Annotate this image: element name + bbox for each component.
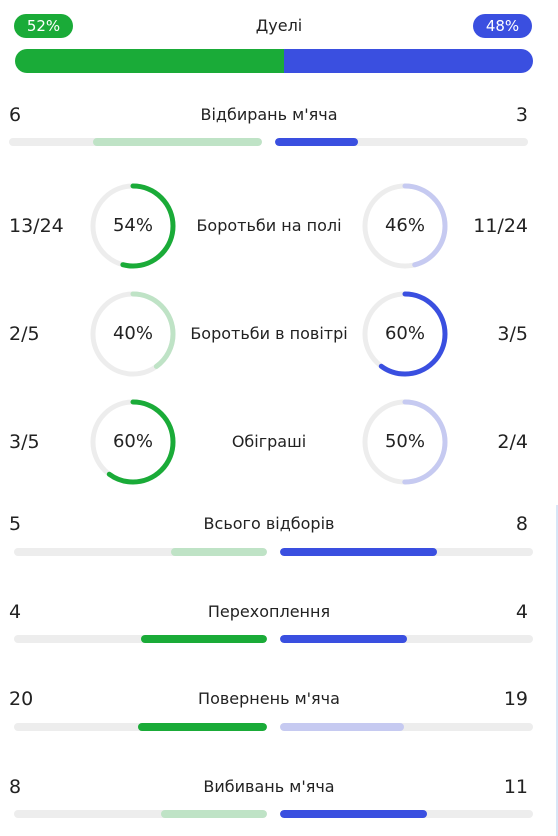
scroll-edge-line <box>556 505 558 836</box>
away-duels-pct-badge: 48% <box>473 14 532 38</box>
home-value: 8 <box>9 776 22 798</box>
home-bar-fill <box>170 548 267 556</box>
away-ring: 46% <box>360 181 450 271</box>
away-value: 11/24 <box>473 215 528 237</box>
home-ring-pct: 60% <box>112 431 153 452</box>
away-ring-pct: 50% <box>384 431 425 452</box>
away-ring-arc <box>362 291 448 377</box>
away-bar-fill <box>280 548 437 556</box>
home-ring-pct: 54% <box>112 215 153 236</box>
away-value: 4 <box>515 601 528 623</box>
home-bar-fill <box>137 723 267 731</box>
home-value: 3/5 <box>9 431 40 453</box>
away-ring-chart <box>362 183 448 269</box>
away-bar-fill <box>280 723 404 731</box>
away-ring-pct: 60% <box>384 323 425 344</box>
home-value: 20 <box>9 688 34 710</box>
home-ring-pct: 40% <box>112 323 153 344</box>
away-bar-track <box>280 810 533 818</box>
away-ring-arc <box>362 183 448 269</box>
home-ring-arc <box>90 399 176 485</box>
away-ring: 60% <box>360 289 450 379</box>
away-bar-fill <box>275 138 359 146</box>
stat-row-aerial-duels: 2/5 40% Боротьби в повітрі 60% 3/5 <box>0 289 558 379</box>
home-bar-track <box>9 138 262 146</box>
away-value: 19 <box>503 688 528 710</box>
home-bar-fill <box>140 635 267 643</box>
home-ring-chart <box>90 399 176 485</box>
home-value: 5 <box>9 513 22 535</box>
home-bar-track <box>14 635 267 643</box>
stat-row-interceptions: 4 Перехоплення 4 <box>0 600 558 646</box>
stat-label: Обіграші <box>231 432 307 451</box>
stat-label: Вибивань м'яча <box>203 777 335 796</box>
away-value: 3/5 <box>497 323 528 345</box>
home-bar-fill <box>160 810 267 818</box>
stat-label: Боротьби на полі <box>196 216 342 235</box>
duels-split-bar <box>15 49 533 73</box>
home-ring-chart <box>90 291 176 377</box>
away-ring-chart <box>362 399 448 485</box>
home-value: 13/24 <box>9 215 64 237</box>
stat-row-dribbles: 3/5 60% Обіграші 50% 2/4 <box>0 397 558 487</box>
away-ring-chart <box>362 291 448 377</box>
away-bar-fill <box>280 635 407 643</box>
duels-title: Дуелі <box>255 16 303 35</box>
stat-row-recoveries: 20 Повернень м'яча 19 <box>0 687 558 733</box>
away-bar-track <box>280 635 533 643</box>
away-value: 3 <box>515 104 528 126</box>
away-value: 8 <box>515 513 528 535</box>
home-bar-track <box>14 548 267 556</box>
away-bar-track <box>280 548 533 556</box>
home-bar-track <box>14 723 267 731</box>
stat-row-ball-recoveries-won: 6 Відбирань м'яча 3 <box>0 103 558 147</box>
home-value: 2/5 <box>9 323 40 345</box>
home-ring: 54% <box>88 181 178 271</box>
stat-row-ground-duels: 13/24 54% Боротьби на полі 46% 11/24 <box>0 181 558 271</box>
away-value: 11 <box>503 776 528 798</box>
away-ring: 50% <box>360 397 450 487</box>
away-bar-track <box>275 138 528 146</box>
home-ring: 60% <box>88 397 178 487</box>
home-duels-pct-badge: 52% <box>14 14 73 38</box>
stat-label: Боротьби в повітрі <box>190 324 348 343</box>
home-ring: 40% <box>88 289 178 379</box>
stat-label: Відбирань м'яча <box>200 105 338 124</box>
home-value: 6 <box>9 104 22 126</box>
away-bar-track <box>280 723 533 731</box>
home-value: 4 <box>9 601 22 623</box>
home-ring-arc <box>90 183 176 269</box>
stat-label: Повернень м'яча <box>198 689 340 708</box>
duels-away-segment <box>284 49 533 73</box>
stat-row-total-tackles: 5 Всього відборів 8 <box>0 512 558 558</box>
away-ring-arc <box>362 399 448 485</box>
stat-label: Перехоплення <box>207 602 331 621</box>
home-ring-chart <box>90 183 176 269</box>
away-bar-fill <box>280 810 427 818</box>
stat-row-clearances: 8 Вибивань м'яча 11 <box>0 775 558 821</box>
home-bar-fill <box>92 138 262 146</box>
home-ring-arc <box>90 291 176 377</box>
duels-home-segment <box>15 49 285 73</box>
home-bar-track <box>14 810 267 818</box>
away-value: 2/4 <box>497 431 528 453</box>
away-ring-pct: 46% <box>384 215 425 236</box>
stat-label: Всього відборів <box>203 514 335 533</box>
